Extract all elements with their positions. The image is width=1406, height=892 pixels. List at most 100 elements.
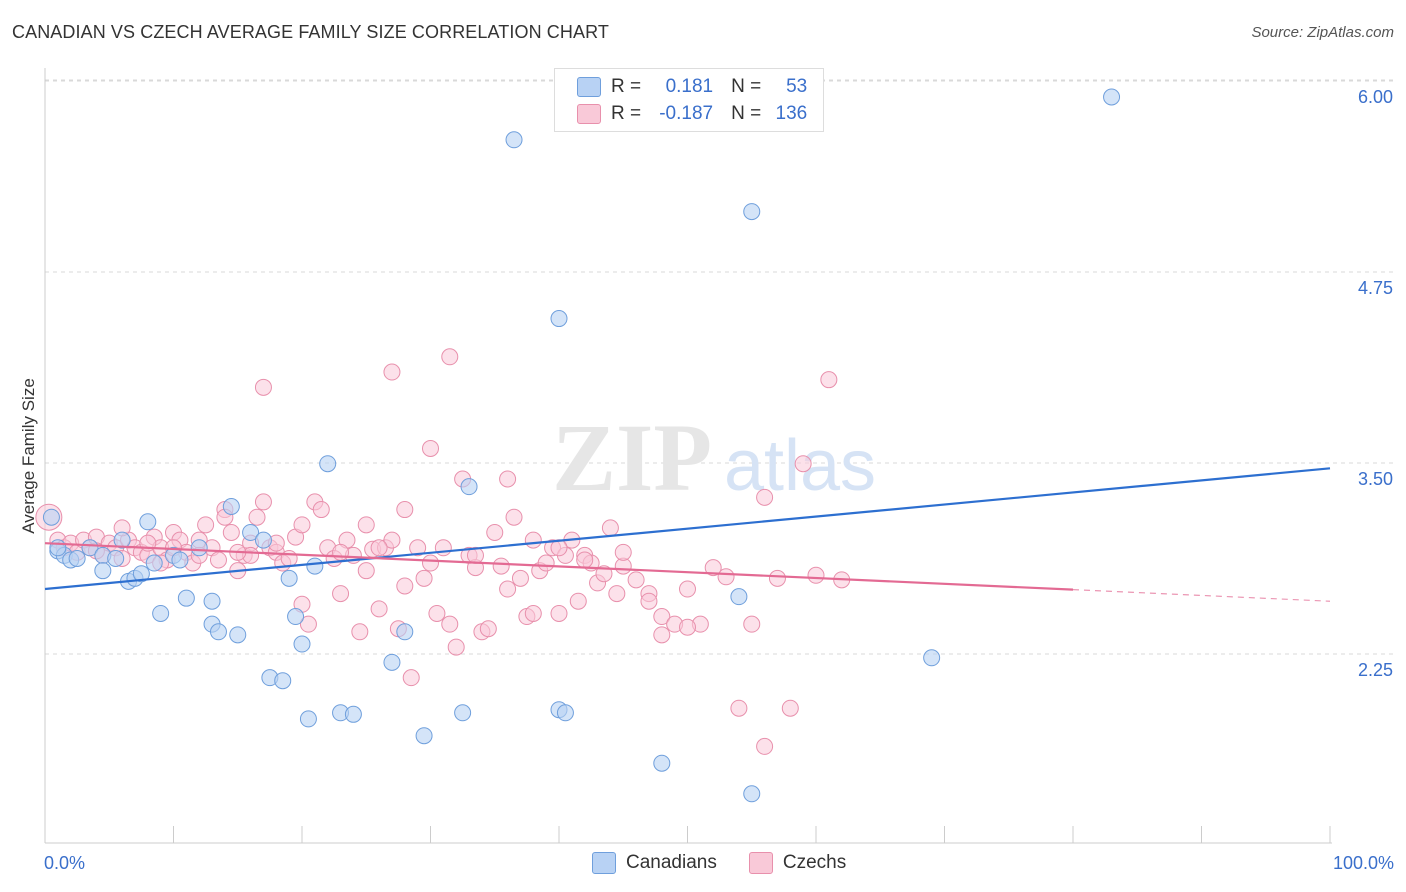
legend-n-value: 53: [786, 76, 808, 97]
canadians-legend-label: Canadians: [626, 852, 717, 873]
czechs-point: [595, 565, 613, 583]
canadians-point: [293, 635, 311, 653]
canadians-point: [49, 539, 67, 557]
czechs-point: [422, 554, 439, 572]
canadians-point: [743, 785, 761, 803]
czechs-point: [332, 585, 350, 603]
czechs-point: [428, 604, 446, 622]
canadians-point: [107, 549, 125, 567]
y-tick-label: 2.25: [1358, 660, 1393, 680]
y-axis-label: Average Family Size: [19, 378, 38, 534]
axes: [44, 68, 1332, 844]
canadians-points: [42, 88, 1121, 803]
czechs-point: [357, 562, 375, 580]
canadians-point: [203, 592, 221, 610]
czechs-point: [383, 531, 401, 549]
canadians-point: [454, 704, 472, 722]
czechs-point: [608, 585, 626, 603]
czechs-point: [370, 539, 388, 557]
canadians-point: [460, 478, 478, 496]
czechs-point: [415, 569, 433, 587]
czechs-point: [679, 580, 696, 598]
czechs-point: [499, 580, 517, 598]
canadians-point: [68, 549, 86, 567]
legend-row-canadians: R = 0.181 N = 53: [577, 74, 807, 100]
canadians-point: [653, 754, 671, 772]
czechs-point: [524, 604, 542, 622]
canadians-point: [229, 626, 247, 644]
czechs-point: [730, 699, 748, 717]
canadians-point: [94, 562, 112, 580]
canadians-point: [415, 727, 433, 745]
czechs-point: [197, 516, 215, 534]
czechs-point: [402, 669, 420, 687]
czechs-point: [807, 566, 825, 584]
czechs-point: [312, 501, 330, 519]
czechs-point: [409, 539, 427, 557]
source-label: Source: ZipAtlas.com: [1251, 24, 1394, 41]
canadians-point: [222, 498, 240, 516]
canadians-point: [344, 705, 362, 723]
czechs-point: [653, 626, 671, 644]
canadians-point: [556, 704, 574, 722]
canadians-point: [113, 531, 131, 549]
czechs-legend-label: Czechs: [782, 852, 847, 873]
czechs-point: [351, 623, 369, 641]
canadians-point: [923, 649, 941, 667]
legend-item-czechs[interactable]: Czechs: [748, 852, 847, 874]
czechs-point: [756, 488, 774, 506]
canadians-point: [152, 604, 170, 622]
canadians-point: [254, 531, 272, 549]
canadians-point: [145, 554, 163, 572]
czechs-point: [679, 618, 696, 636]
canadians-point: [81, 539, 99, 557]
canadians-point: [132, 565, 150, 583]
czechs-point: [422, 439, 439, 457]
canadians-point: [319, 455, 337, 473]
czechs-point: [248, 508, 266, 526]
canadians-point: [190, 539, 208, 557]
canadians-point: [550, 310, 568, 328]
canadians-point: [42, 508, 60, 526]
canadians-point: [505, 131, 523, 149]
x-tick-label: 100.0%: [1333, 853, 1394, 873]
canadians-point: [280, 569, 298, 587]
legend-n-label: N =: [731, 103, 762, 124]
czechs-point: [653, 608, 671, 626]
canadians-point: [743, 203, 761, 221]
czechs-point: [505, 508, 523, 526]
canadians-trend-line: [44, 467, 1331, 591]
czechs-point: [614, 543, 632, 561]
series-legend: Canadians Czechs: [592, 852, 878, 874]
czechs-point: [209, 551, 227, 569]
legend-item-canadians[interactable]: Canadians: [592, 852, 717, 874]
canadians-point: [306, 557, 324, 575]
chart-title: CANADIAN VS CZECH AVERAGE FAMILY SIZE CO…: [12, 22, 609, 42]
czechs-point: [222, 523, 240, 541]
canadians-point: [209, 623, 227, 641]
czechs-trend-line: [44, 542, 1074, 591]
czechs-point: [383, 363, 401, 381]
czechs-point: [820, 371, 838, 389]
legend-r-value: 0.181: [665, 76, 714, 97]
czechs-point: [357, 516, 375, 534]
czechs-point: [569, 592, 587, 610]
canadians-point: [383, 653, 401, 671]
czechs-point: [524, 531, 542, 549]
czechs-point: [640, 592, 658, 610]
czechs-point: [441, 348, 459, 366]
watermark-zip: ZIP: [552, 404, 712, 511]
canadians-point: [242, 523, 260, 541]
canadians-point: [177, 589, 195, 607]
czechs-point: [396, 501, 414, 519]
canadians-point: [139, 513, 157, 531]
legend-row-czechs: R = -0.187 N = 136: [577, 101, 807, 127]
x-tick-label: 0.0%: [44, 853, 85, 873]
czechs-point: [704, 559, 722, 577]
canadians-point: [396, 623, 414, 641]
czechs-point: [743, 615, 761, 633]
legend-n-label: N =: [731, 76, 762, 97]
czechs-point: [299, 615, 317, 633]
canadians-swatch: [577, 77, 601, 97]
